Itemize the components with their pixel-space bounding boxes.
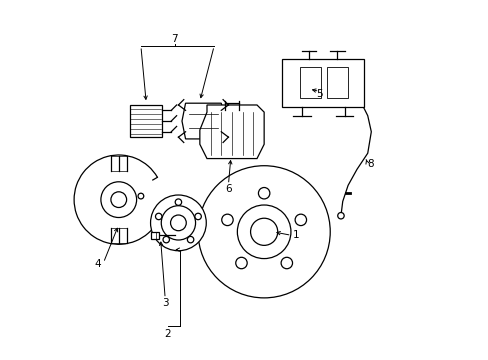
Circle shape <box>235 257 246 269</box>
Bar <box>326 67 347 98</box>
Circle shape <box>221 214 233 226</box>
Circle shape <box>163 237 169 243</box>
Circle shape <box>281 257 292 269</box>
Circle shape <box>353 89 360 96</box>
Circle shape <box>337 212 344 219</box>
Bar <box>130 105 162 137</box>
Circle shape <box>161 206 195 240</box>
Circle shape <box>237 205 290 258</box>
Circle shape <box>155 213 162 220</box>
Circle shape <box>250 218 277 246</box>
FancyBboxPatch shape <box>151 232 159 239</box>
Polygon shape <box>182 103 224 139</box>
Circle shape <box>150 195 206 251</box>
Text: 5: 5 <box>316 89 322 99</box>
Bar <box>299 67 321 98</box>
Circle shape <box>170 215 186 231</box>
Text: 1: 1 <box>292 230 299 240</box>
Text: 3: 3 <box>162 298 168 308</box>
Text: 2: 2 <box>164 329 171 339</box>
Circle shape <box>175 199 181 205</box>
Text: 4: 4 <box>95 259 101 269</box>
Wedge shape <box>75 156 157 244</box>
Circle shape <box>295 214 306 226</box>
Circle shape <box>101 182 136 217</box>
Circle shape <box>187 237 193 243</box>
Circle shape <box>195 213 201 220</box>
Polygon shape <box>200 105 264 158</box>
Text: 7: 7 <box>171 34 178 44</box>
Circle shape <box>138 193 143 199</box>
Text: 8: 8 <box>367 159 374 169</box>
FancyBboxPatch shape <box>282 59 364 107</box>
Circle shape <box>258 188 269 199</box>
Circle shape <box>198 166 329 298</box>
Circle shape <box>111 192 126 207</box>
Text: 6: 6 <box>224 184 231 194</box>
